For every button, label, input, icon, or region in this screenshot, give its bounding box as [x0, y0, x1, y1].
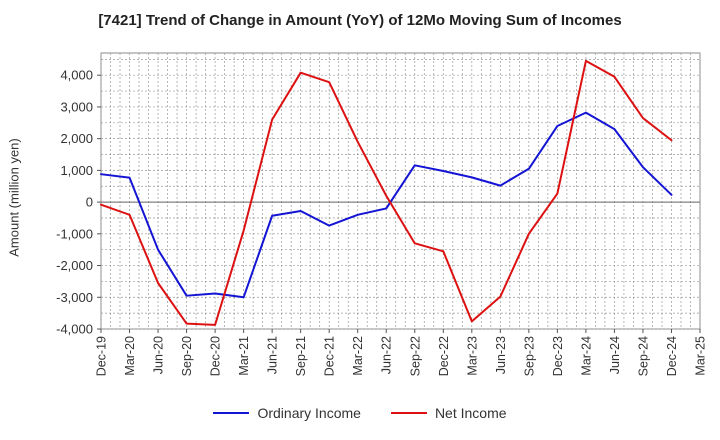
y-tick-label: -4,000	[56, 322, 93, 337]
legend-label: Ordinary Income	[257, 405, 361, 421]
x-tick-label: Sep-23	[522, 336, 536, 376]
axes	[97, 74, 701, 333]
x-tick-label: Jun-23	[494, 336, 508, 374]
y-tick-label: 0	[86, 195, 93, 210]
y-tick-label: 4,000	[60, 68, 93, 83]
chart-title: [7421] Trend of Change in Amount (YoY) o…	[98, 12, 622, 29]
x-tick-label: Dec-24	[665, 336, 679, 376]
y-tick-label: 3,000	[60, 99, 93, 114]
legend-label: Net Income	[434, 405, 507, 421]
x-tick-label: Mar-23	[465, 336, 479, 376]
x-tick-label: Dec-20	[209, 336, 223, 376]
x-tick-label: Mar-25	[694, 336, 708, 376]
grid-lines	[100, 52, 701, 330]
y-tick-label: -1,000	[56, 226, 93, 241]
tick-labels: 4,000 3,000 2,000 1,000 0 -1,000 -2,000 -3,000 -…	[56, 68, 707, 377]
x-tick-label: Mar-24	[579, 336, 593, 376]
x-tick-label: Jun-21	[266, 336, 280, 374]
y-tick-label: -2,000	[56, 258, 93, 273]
x-tick-label: Jun-24	[608, 336, 622, 374]
y-tick-label: 2,000	[60, 131, 93, 146]
series-line-net-income	[100, 59, 673, 326]
x-tick-label: Sep-24	[636, 336, 650, 376]
x-tick-label: Jun-22	[380, 336, 394, 374]
x-tick-label: Sep-21	[294, 336, 308, 376]
series-line-ordinary-income	[100, 111, 673, 299]
legend-swatch	[213, 412, 250, 414]
legend-item: Net Income	[390, 405, 507, 421]
x-tick-label: Dec-19	[95, 336, 109, 376]
x-tick-label: Dec-21	[323, 336, 337, 376]
x-tick-label: Jun-20	[152, 336, 166, 374]
legend-swatch	[390, 412, 427, 414]
x-tick-label: Sep-22	[408, 336, 422, 376]
plot-area	[100, 52, 701, 330]
series-lines	[100, 59, 673, 326]
x-tick-label: Dec-23	[551, 336, 565, 376]
x-tick-label: Mar-21	[237, 336, 251, 376]
x-tick-label: Sep-20	[180, 336, 194, 376]
y-tick-label: 1,000	[60, 163, 93, 178]
legend: Ordinary Income Net Income	[0, 405, 720, 421]
x-tick-label: Dec-22	[437, 336, 451, 376]
y-tick-label: -3,000	[56, 290, 93, 305]
x-tick-label: Mar-20	[123, 336, 137, 376]
legend-item: Ordinary Income	[213, 405, 361, 421]
x-tick-label: Mar-22	[351, 336, 365, 376]
